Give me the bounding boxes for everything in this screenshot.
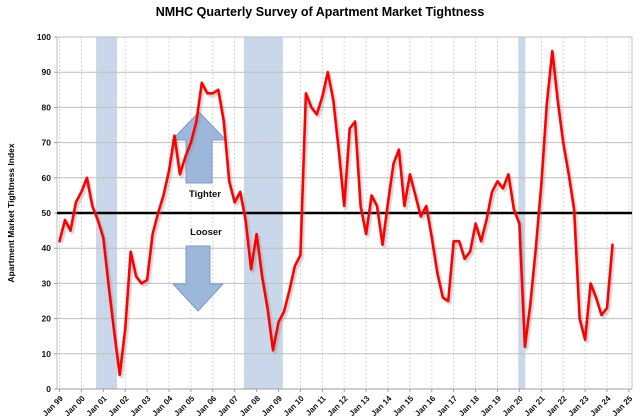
y-tick-label: 10	[42, 349, 52, 359]
x-tick-label: Jan 11	[304, 394, 328, 418]
y-tick-label: 30	[42, 278, 52, 288]
x-tick-label: Jan 14	[369, 394, 393, 418]
y-tick-label: 80	[42, 102, 52, 112]
x-tick-label: Jan 21	[523, 394, 547, 418]
looser-down-arrow-icon	[171, 245, 225, 312]
tighter-label: Tighter	[189, 189, 221, 200]
x-tick-label: Jan 07	[216, 394, 240, 418]
chart-title: NMHC Quarterly Survey of Apartment Marke…	[155, 5, 485, 19]
x-tick-label: Jan 10	[282, 394, 306, 418]
tighter-up-arrow-icon	[170, 111, 228, 184]
looser-label: Looser	[190, 227, 222, 238]
x-tick-label: Jan 19	[479, 394, 503, 418]
y-tick-label: 50	[42, 208, 52, 218]
x-tick-label: Jan 02	[107, 394, 131, 418]
y-tick-label: 90	[42, 67, 52, 77]
y-tick-label: 40	[42, 243, 52, 253]
x-tick-label: Jan 24	[588, 394, 612, 418]
x-tick-label: Jan 22	[545, 394, 569, 418]
x-tick-label: Jan 15	[391, 394, 415, 418]
x-tick-label: Jan 12	[326, 394, 350, 418]
x-tick-label: Jan 13	[348, 394, 372, 418]
x-tick-label: Jan 05	[172, 394, 196, 418]
y-tick-label: 0	[46, 384, 51, 394]
x-tick-label: Jan 09	[260, 394, 284, 418]
x-tick-label: Jan 16	[413, 394, 437, 418]
x-tick-label: Jan 99	[41, 394, 65, 418]
x-tick-label: Jan 06	[194, 394, 218, 418]
tightness-line	[58, 49, 614, 377]
x-tick-label: Jan 17	[435, 394, 459, 418]
y-tick-label: 20	[42, 314, 52, 324]
x-tick-label: Jan 00	[63, 394, 87, 418]
x-tick-label: Jan 23	[567, 394, 591, 418]
tightness-line-shadow	[59, 51, 616, 379]
y-tick-label: 100	[37, 32, 51, 42]
x-tick-label: Jan 18	[457, 394, 481, 418]
x-tick-label: Jan 08	[238, 394, 262, 418]
x-tick-label: Jan 25	[610, 394, 634, 418]
x-tick-label: Jan 04	[150, 394, 174, 418]
x-tick-label: Jan 03	[129, 394, 153, 418]
x-tick-label: Jan 01	[85, 394, 109, 418]
y-tick-label: 60	[42, 173, 52, 183]
x-tick-label: Jan 20	[501, 394, 525, 418]
y-tick-label: 70	[42, 138, 52, 148]
